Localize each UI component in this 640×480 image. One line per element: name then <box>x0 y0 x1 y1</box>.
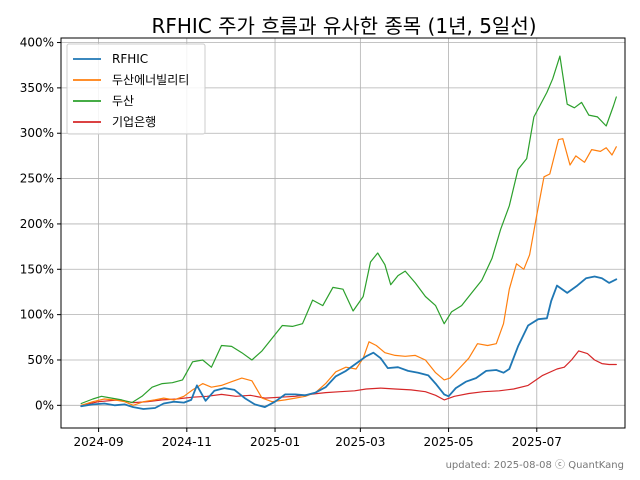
legend-label-2: 두산 <box>112 94 134 108</box>
footer-credit: updated: 2025-08-08 ⓒ QuantKang <box>446 459 624 471</box>
x-tick-label: 2025-03 <box>335 435 385 449</box>
x-tick-label: 2025-05 <box>423 435 473 449</box>
series-line-0 <box>80 275 618 410</box>
y-tick-label: 250% <box>20 172 54 186</box>
x-tick-label: 2025-07 <box>512 435 562 449</box>
chart-title: RFHIC 주가 흐름과 유사한 종목 (1년, 5일선) <box>151 14 536 38</box>
series-line-1 <box>80 138 617 406</box>
y-tick-label: 200% <box>20 217 54 231</box>
y-tick-label: 400% <box>20 36 54 50</box>
series-layer <box>80 55 618 410</box>
plot-frame <box>60 37 626 429</box>
y-tick-label: 50% <box>27 353 54 367</box>
legend-label-1: 두산에너빌리티 <box>112 73 189 87</box>
y-tick-label: 350% <box>20 81 54 95</box>
y-tick-label: 150% <box>20 262 54 276</box>
legend-label-3: 기업은행 <box>112 114 156 129</box>
y-tick-label: 0% <box>35 398 54 412</box>
x-tick-label: 2024-11 <box>162 435 212 449</box>
series-line-3 <box>80 350 617 406</box>
y-tick-label: 300% <box>20 126 54 140</box>
legend-label-0: RFHIC <box>112 52 148 66</box>
x-tick-label: 2024-09 <box>74 435 124 449</box>
series-line-2 <box>80 55 617 405</box>
legend-box <box>66 43 206 135</box>
x-tick-label: 2025-01 <box>250 435 300 449</box>
y-tick-label: 100% <box>20 308 54 322</box>
axis-ticks: 0% 50% 100% 150% 200% 250% 300% 350% 400% 2024-09… <box>20 36 562 449</box>
